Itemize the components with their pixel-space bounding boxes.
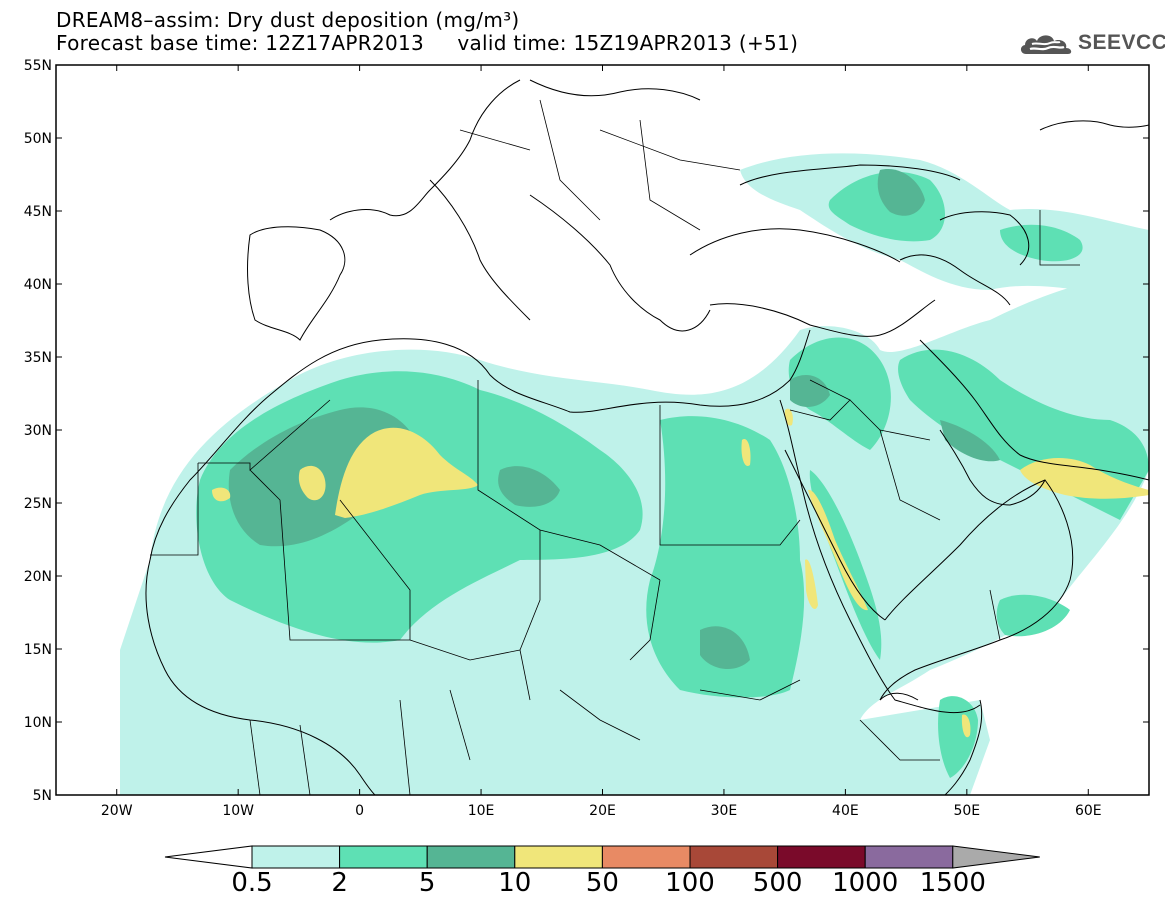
lat-tick-label: 50N <box>24 131 52 147</box>
country-borders <box>150 99 1080 795</box>
coastlines <box>145 79 1149 795</box>
lat-tick-label: 20N <box>24 569 52 585</box>
lat-tick-label: 30N <box>24 423 52 439</box>
lat-tick-label: 55N <box>24 58 52 74</box>
colorbar-swatch <box>864 845 954 869</box>
colorbar-label: 10 <box>498 868 532 898</box>
colorbar-swatch <box>339 845 428 869</box>
axis-tick-labels: 55N 50N 45N 40N 35N 30N 25N 20N 15N 10N 5N 20W 10W 0 1… <box>24 58 1102 819</box>
level-10-50 <box>212 408 1149 738</box>
axis-ticks <box>56 64 1149 796</box>
lon-tick-label: 30E <box>711 803 738 819</box>
colorbar-label: 5 <box>418 868 436 898</box>
colorbar-swatch <box>514 845 603 869</box>
lat-tick-label: 35N <box>24 350 52 366</box>
colorbar-swatch <box>251 845 341 869</box>
dust-deposition-field <box>120 153 1149 795</box>
colorbar-swatch <box>601 845 691 869</box>
lon-tick-label: 20E <box>589 803 616 819</box>
colorbar-label: 100 <box>665 868 715 898</box>
colorbar-label: 500 <box>752 868 803 898</box>
lon-tick-label: 20W <box>101 803 133 819</box>
colorbar-over-triangle <box>952 845 1040 869</box>
colorbar-swatch <box>777 845 866 869</box>
lon-tick-label: 0 <box>355 803 364 819</box>
chart-title: DREAM8–assim: Dry dust deposition (mg/m³… <box>56 8 520 32</box>
colorbar-under-triangle <box>164 845 253 869</box>
colorbar-swatch <box>426 845 516 869</box>
lat-tick-label: 15N <box>24 642 52 658</box>
lat-tick-label: 10N <box>24 715 52 731</box>
lon-tick-label: 40E <box>832 803 859 819</box>
colorbar-label: 0.5 <box>231 868 273 898</box>
lat-tick-label: 45N <box>24 204 52 220</box>
dust-map: 55N 50N 45N 40N 35N 30N 25N 20N 15N 10N 5N 20W 10W 0 1… <box>24 58 1150 819</box>
lat-tick-label: 25N <box>24 496 52 512</box>
lat-tick-label: 5N <box>33 788 52 804</box>
colorbar-label: 1000 <box>832 868 899 898</box>
lon-tick-label: 10W <box>222 803 254 819</box>
lon-tick-label: 50E <box>953 803 980 819</box>
colorbar-swatch <box>689 845 779 869</box>
logo-text: SEEVCCC <box>1078 31 1165 54</box>
colorbar-label: 50 <box>585 868 619 898</box>
cloud-icon <box>1020 35 1072 54</box>
colorbar-label: 1500 <box>919 868 986 898</box>
lat-tick-label: 40N <box>24 277 52 293</box>
lon-tick-label: 10E <box>468 803 495 819</box>
lon-tick-label: 60E <box>1075 803 1102 819</box>
forecast-time-line: Forecast base time: 12Z17APR2013 valid t… <box>56 31 799 55</box>
colorbar-label: 2 <box>331 868 348 898</box>
